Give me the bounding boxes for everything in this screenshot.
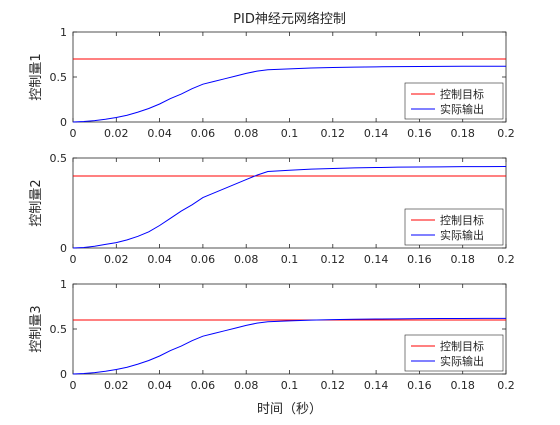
legend-label-2: 实际输出 [440, 228, 484, 242]
y-axis-label: 控制量2 [29, 179, 44, 226]
y-tick-label: 0 [60, 368, 67, 381]
x-tick-label: 0.06 [191, 253, 216, 266]
x-tick-label: 0.04 [147, 253, 172, 266]
legend-box [404, 208, 504, 246]
x-tick-label: 0.02 [104, 127, 129, 140]
legend-label-1: 控制目标 [440, 213, 484, 227]
legend-box [404, 334, 504, 372]
y-tick-label: 0.5 [50, 71, 68, 84]
x-axis-label: 时间（秒） [257, 402, 322, 417]
x-tick-label: 0 [70, 127, 77, 140]
x-tick-label: 0.06 [191, 127, 216, 140]
x-tick-label: 0.08 [234, 127, 259, 140]
chart-3: 0 0.02 0.04 0.06 0.08 0.1 0.12 0.14 0.16 0.18 0.2 0… [29, 278, 515, 417]
x-tick-label: 0.12 [321, 127, 346, 140]
x-tick-label: 0.06 [191, 379, 216, 392]
x-tick-label: 0.1 [281, 127, 299, 140]
legend-label-2: 实际输出 [440, 102, 484, 116]
series-line-2 [72, 165, 507, 249]
x-tick-label: 0.04 [147, 127, 172, 140]
x-tick-label: 0.2 [497, 379, 515, 392]
x-tick-label: 0.02 [104, 379, 129, 392]
x-tick-label: 0.08 [234, 379, 259, 392]
y-tick-label: 1 [60, 278, 67, 291]
chart-title: PID神经元网络控制 [233, 11, 346, 27]
y-tick-label: 0 [60, 242, 67, 255]
y-tick-label: 0.5 [50, 152, 68, 165]
x-tick-label: 0.12 [321, 253, 346, 266]
legend-label-1: 控制目标 [440, 87, 484, 101]
y-axis-label: 控制量3 [29, 305, 44, 352]
x-tick-label: 0.14 [364, 127, 389, 140]
chart-1: 0 0.02 0.04 0.06 0.08 0.1 0.12 0.14 0.16 0.18 0.2 0… [29, 11, 515, 140]
legend-label-2: 实际输出 [440, 354, 484, 368]
x-tick-label: 0.16 [407, 253, 432, 266]
x-tick-label: 0.1 [281, 379, 299, 392]
x-tick-label: 0.08 [234, 253, 259, 266]
x-tick-label: 0.14 [364, 379, 389, 392]
x-tick-label: 0 [70, 379, 77, 392]
legend-box [404, 82, 504, 120]
y-axis-label: 控制量1 [29, 53, 44, 100]
x-tick-label: 0.14 [364, 253, 389, 266]
y-tick-label: 1 [60, 26, 67, 39]
series-line-2 [72, 65, 506, 123]
x-tick-label: 0.04 [147, 379, 172, 392]
x-tick-label: 0.16 [407, 127, 432, 140]
x-tick-label: 0.1 [281, 253, 299, 266]
x-tick-label: 0 [70, 253, 77, 266]
x-tick-label: 0.2 [497, 253, 515, 266]
chart-2: 0 0.02 0.04 0.06 0.08 0.1 0.12 0.14 0.16 0.18 0.2 0… [29, 152, 515, 266]
x-tick-label: 0.18 [450, 127, 475, 140]
x-tick-label: 0.18 [450, 253, 475, 266]
legend-label-1: 控制目标 [440, 339, 484, 353]
x-tick-label: 0.02 [104, 253, 129, 266]
series-line-2 [72, 317, 506, 375]
x-tick-label: 0.2 [497, 127, 515, 140]
x-tick-label: 0.18 [450, 379, 475, 392]
x-tick-label: 0.12 [321, 379, 346, 392]
y-tick-label: 0 [60, 116, 67, 129]
x-tick-label: 0.16 [407, 379, 432, 392]
y-tick-label: 0.5 [50, 323, 68, 336]
